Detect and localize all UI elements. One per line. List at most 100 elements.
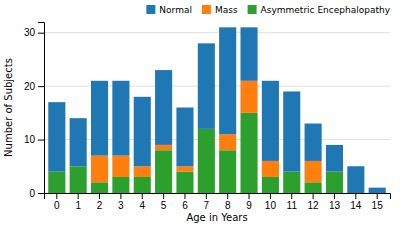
bar [112,81,129,156]
tick-label: 20 [24,81,36,92]
legend-item: Asymmetric Encephalopathy [248,5,391,15]
bar [219,150,236,193]
bar [283,91,300,171]
y-tick: 20 [24,81,44,92]
legend-label: Asymmetric Encephalopathy [261,5,391,15]
bar [283,172,300,193]
tick-mark [206,193,207,199]
x-tick: 1 [75,193,81,211]
x-tick: 14 [350,193,362,211]
tick-label: 10 [265,200,277,211]
x-tick: 5 [161,193,167,211]
tick-mark [313,193,314,199]
tick-mark [142,193,143,199]
tick-mark [249,193,250,199]
tick-label: 10 [24,134,36,145]
bar [155,150,172,193]
bar [176,166,193,171]
bar [326,172,343,193]
bar [198,43,215,129]
tick-mark [355,193,356,199]
legend-swatch [146,5,155,14]
legend-item: Mass [202,5,238,15]
bar [219,134,236,150]
grid-line [44,32,390,33]
grid [44,33,390,193]
tick-label: 5 [161,200,167,211]
bar [240,81,257,113]
bar [91,156,108,183]
tick-mark [38,140,44,141]
tick-mark [270,193,271,199]
tick-label: 6 [182,200,188,211]
bar [155,70,172,145]
x-tick: 10 [265,193,277,211]
bar [305,124,322,161]
bar [369,188,386,193]
tick-label: 15 [372,200,384,211]
bar [112,156,129,177]
bar [347,166,364,193]
x-tick: 9 [246,193,252,211]
y-axis-title: Number of Subjects [3,58,14,157]
tick-mark [120,193,121,199]
tick-label: 7 [204,200,210,211]
tick-label: 30 [24,27,36,38]
bar [155,145,172,150]
legend-label: Normal [159,5,192,15]
legend-swatch [248,5,257,14]
x-tick: 4 [139,193,145,211]
x-tick: 0 [54,193,60,211]
x-tick: 3 [118,193,124,211]
y-tick: 0 [29,188,44,199]
x-tick: 15 [372,193,384,211]
x-tick: 2 [97,193,103,211]
tick-label: 0 [54,200,60,211]
bar [134,166,151,177]
y-tick: 30 [24,27,44,38]
axis-line [38,23,45,194]
bar [91,81,108,156]
bar [240,27,257,80]
bar [305,161,322,182]
tick-mark [291,193,292,199]
tick-label: 13 [329,200,341,211]
tick-label: 8 [225,200,231,211]
tick-label: 12 [308,200,320,211]
legend-swatch [202,5,211,14]
tick-label: 1 [75,200,81,211]
bar [305,182,322,193]
legend: Normal Mass Asymmetric Encephalopathy [146,5,390,15]
bar [262,161,279,177]
series [48,27,385,193]
tick-mark [38,33,44,34]
bar [198,129,215,193]
x-tick: 11 [287,193,298,211]
tick-mark [78,193,79,199]
plot-area: 01234567891011121314150102030 [24,23,391,212]
x-axis-title: Age in Years [186,212,247,223]
tick-mark [38,193,44,194]
bar [48,172,65,193]
bar [112,177,129,193]
bar [134,97,151,166]
tick-mark [99,193,100,199]
bar [91,182,108,193]
tick-label: 11 [287,200,298,211]
bar [219,27,236,134]
x-tick: 6 [182,193,188,211]
x-tick: 8 [225,193,231,211]
x-tick: 12 [308,193,320,211]
tick-label: 3 [118,200,124,211]
tick-mark [227,193,228,199]
tick-label: 0 [29,188,35,199]
bar [70,118,87,166]
bar [70,166,87,193]
axis-line [45,194,391,200]
tick-label: 14 [350,200,362,211]
bar [262,177,279,193]
chart: 01234567891011121314150102030Age in Year… [0,0,400,225]
bar [326,145,343,172]
bar [262,81,279,161]
legend-label: Mass [215,5,238,15]
